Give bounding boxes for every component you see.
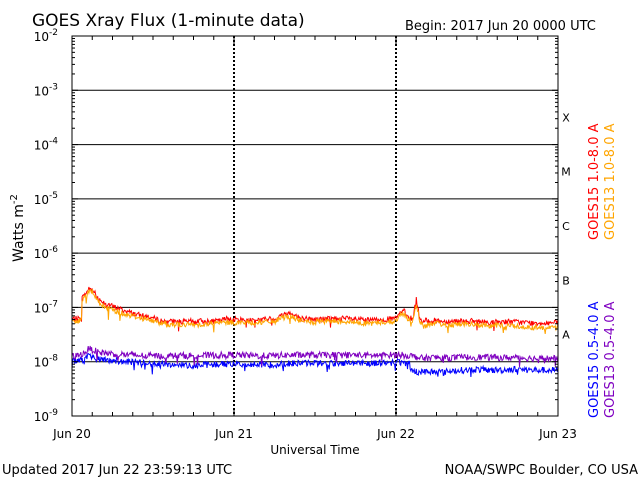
x-axis-label: Universal Time — [270, 443, 359, 457]
series-line — [71, 352, 559, 378]
y-axis-label-text: Watts m — [11, 204, 27, 262]
x-tick-label: Jun 20 — [52, 427, 91, 441]
credit-text: NOAA/SWPC Boulder, CO USA — [445, 463, 638, 478]
y-axis-label: Watts m-2 — [9, 194, 27, 262]
updated-timestamp: Updated 2017 Jun 22 23:59:13 UTC — [2, 463, 232, 478]
y-tick-label: 10-9 — [34, 408, 59, 424]
y-tick-label: 10-3 — [34, 82, 58, 98]
series-layer — [71, 286, 559, 378]
y-tick-label: 10-5 — [34, 191, 58, 207]
series-line — [71, 286, 559, 332]
series-line — [71, 345, 559, 367]
y-axis-label-exp: -2 — [9, 194, 20, 204]
y-tick-label: 10-4 — [34, 137, 59, 153]
flare-class-label: B — [562, 274, 570, 287]
y-tick-label: 10-2 — [34, 28, 58, 44]
flare-class-label: M — [561, 166, 571, 179]
legend-label: GOES13 0.5-4.0 A — [603, 301, 618, 418]
flare-class-label: A — [562, 329, 570, 342]
y-tick-label: 10-6 — [34, 245, 59, 261]
begin-time-label: Begin: 2017 Jun 20 0000 UTC — [405, 19, 596, 34]
chart-title: GOES Xray Flux (1-minute data) — [32, 11, 305, 31]
y-tick-label: 10-8 — [34, 354, 59, 370]
x-tick-label: Jun 21 — [214, 427, 253, 441]
x-tick-label: Jun 23 — [538, 427, 577, 441]
x-tick-label: Jun 22 — [376, 427, 415, 441]
legend-label: GOES13 1.0-8.0 A — [603, 123, 618, 240]
series-line — [71, 289, 559, 334]
axes: 10-2 10-3 10-4 10-5 10-6 10-7 10-8 10-9 Jun 20 Ju… — [34, 28, 577, 441]
flare-class-label: X — [562, 111, 570, 124]
flare-class-labels: X M C B A — [561, 111, 571, 341]
y-tick-label: 10-7 — [34, 299, 58, 315]
legend-label: GOES15 1.0-8.0 A — [587, 123, 602, 240]
flare-class-label: C — [562, 220, 570, 233]
legend-label: GOES15 0.5-4.0 A — [587, 301, 602, 418]
legend: GOES15 1.0-8.0 A GOES13 1.0-8.0 A GOES15 0… — [587, 123, 618, 418]
